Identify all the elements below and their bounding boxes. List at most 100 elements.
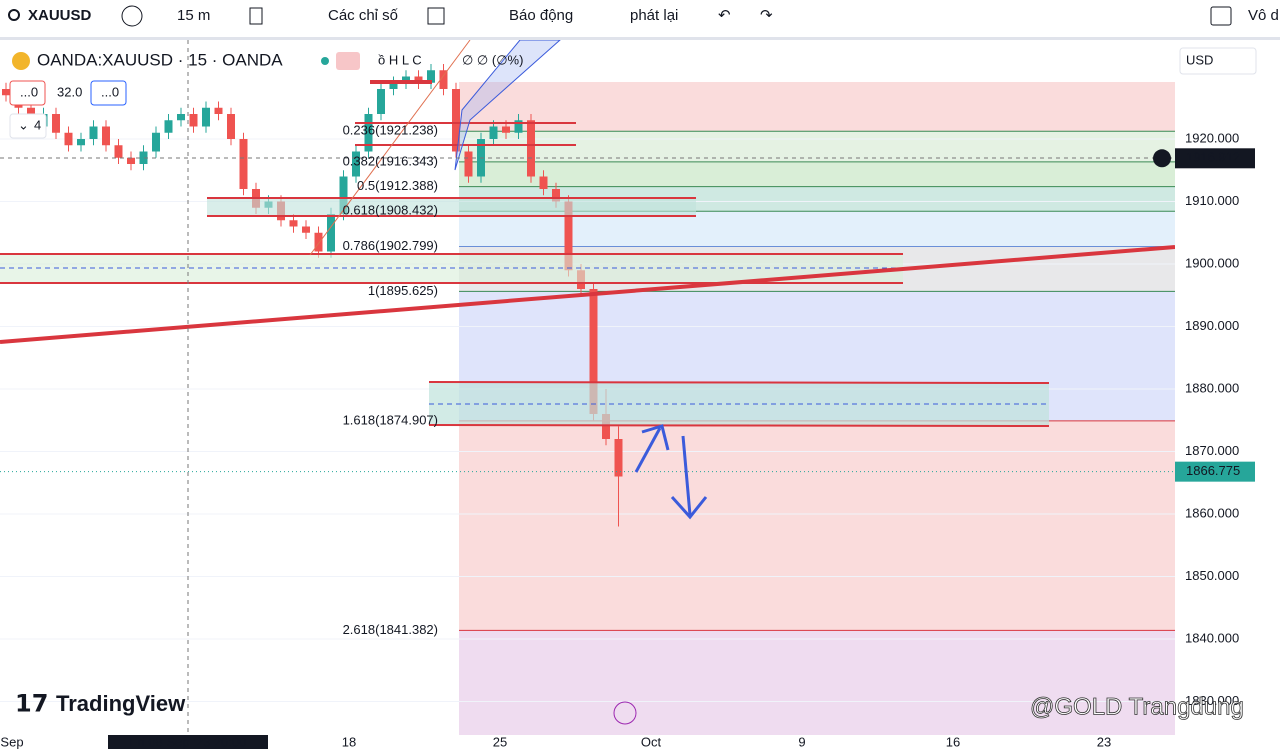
undo[interactable]: ↶ <box>718 7 731 24</box>
candle-body <box>164 120 173 133</box>
indicator-count[interactable]: ⌄ <box>18 117 29 132</box>
candle-body <box>527 120 535 177</box>
arrow-up <box>634 427 662 473</box>
candle-body <box>239 139 248 189</box>
alerts[interactable]: Báo động <box>509 7 573 24</box>
layouts[interactable] <box>427 7 445 25</box>
status-box <box>336 52 360 70</box>
zone-edge <box>428 381 1050 384</box>
candle-body <box>214 107 223 114</box>
fib-band <box>459 161 1175 187</box>
candle-body <box>414 76 423 83</box>
replay[interactable]: phát lại <box>630 7 678 24</box>
x-tick-label: 25 <box>493 734 507 749</box>
buy[interactable]: ...0 <box>101 84 119 99</box>
drawings <box>0 39 1176 735</box>
candle-body <box>102 126 110 146</box>
fullscreen[interactable] <box>1210 6 1232 26</box>
candle-body <box>602 414 610 439</box>
candle-body <box>589 289 598 414</box>
candle-body <box>227 114 235 139</box>
indicator-count: 4 <box>34 117 41 132</box>
trend-line <box>0 245 1176 344</box>
x-axis: Sep 18 25 Oct 9 16 23 Fri 08 Sep '23 20:00 <box>0 734 1111 749</box>
currency[interactable]: USD <box>1186 52 1213 67</box>
candle-body <box>327 214 335 252</box>
interval[interactable]: 15 m <box>177 7 210 24</box>
y-tick-label: 1900.000 <box>1185 255 1239 270</box>
crosshair-add <box>1153 149 1171 168</box>
candle-body <box>114 145 123 158</box>
symbol-logo <box>12 52 30 70</box>
candle-body <box>77 139 85 146</box>
credit: @GOLD Trangdung <box>1030 693 1244 720</box>
candle-body <box>377 89 385 114</box>
y-axis: 1830.000 1840.000 1850.000 1860.000 1870.000… <box>1153 130 1255 708</box>
x-tick-label: 16 <box>946 734 960 749</box>
candle-body <box>552 189 560 202</box>
candle-body <box>389 82 398 89</box>
fib-label: 0.5(1912.388) <box>357 178 438 193</box>
candle-body <box>439 70 448 89</box>
candle-body <box>339 176 348 214</box>
candle-body <box>352 151 360 177</box>
x-tick-label: 23 <box>1097 734 1111 749</box>
fib-trend <box>309 39 471 256</box>
candle-body <box>489 126 498 139</box>
fib-label: 0.786(1902.799) <box>343 238 438 253</box>
redo[interactable]: ↷ <box>760 7 773 24</box>
indicators[interactable]: Các chỉ số <box>328 7 399 24</box>
fib-band <box>459 211 1175 247</box>
candle-body <box>64 132 73 146</box>
candle-body <box>52 114 60 133</box>
chart-type[interactable] <box>249 7 263 25</box>
candle-body <box>302 226 310 233</box>
legend-change: ∅ ∅ (∅%) <box>462 52 523 67</box>
y-tick-label: 1920.000 <box>1185 130 1239 145</box>
indicator-toggle[interactable] <box>9 113 47 139</box>
sell-button[interactable] <box>9 80 46 106</box>
y-tick-label: 1850.000 <box>1185 568 1239 583</box>
candle-body <box>152 132 160 152</box>
legend-title: OANDA:XAUUSD · 15 · OANDA <box>37 50 283 69</box>
last-price-box <box>1175 461 1255 482</box>
candle-body <box>2 89 10 96</box>
candle-body <box>364 114 373 152</box>
sell[interactable]: ...0 <box>20 84 38 99</box>
toolbar <box>0 0 1280 38</box>
fib-band <box>459 131 1175 162</box>
arrow-head <box>641 424 670 451</box>
candle-body <box>427 70 435 83</box>
y-tick-label: 1880.000 <box>1185 380 1239 395</box>
currency-select[interactable] <box>1179 47 1257 75</box>
candle-body <box>502 126 510 133</box>
x-tick-label: Oct <box>641 734 662 749</box>
fib-label: 2.618(1841.382) <box>343 622 438 637</box>
symbol[interactable]: XAUUSD <box>28 7 92 24</box>
crosshair-time: Fri 08 Sep '23 20:00 <box>130 734 247 749</box>
x-tick-label: 18 <box>342 734 356 749</box>
candle-body <box>289 220 298 227</box>
y-tick-label: 1870.000 <box>1185 443 1239 458</box>
search-icon[interactable] <box>8 9 20 21</box>
fib-label: 1(1895.625) <box>368 283 438 298</box>
candle-body <box>464 151 473 177</box>
y-tick-label: 1860.000 <box>1185 505 1239 520</box>
add-symbol[interactable] <box>121 5 143 27</box>
candle-body <box>564 201 573 271</box>
event-icon[interactable] <box>613 701 637 725</box>
spread: 32.0 <box>57 84 82 99</box>
candle-body <box>202 107 210 127</box>
more[interactable]: Vô d <box>1248 7 1279 24</box>
candle-body <box>539 176 548 189</box>
crosshair-price-box <box>1175 148 1255 169</box>
buy-button[interactable] <box>90 80 127 106</box>
candle-body <box>452 89 460 152</box>
fib-band <box>459 630 1175 735</box>
time-axis <box>0 735 1280 749</box>
fib-label: 1.618(1874.907) <box>343 412 438 427</box>
zone <box>207 198 696 216</box>
candle-body <box>127 157 135 164</box>
candle-body <box>89 126 98 139</box>
